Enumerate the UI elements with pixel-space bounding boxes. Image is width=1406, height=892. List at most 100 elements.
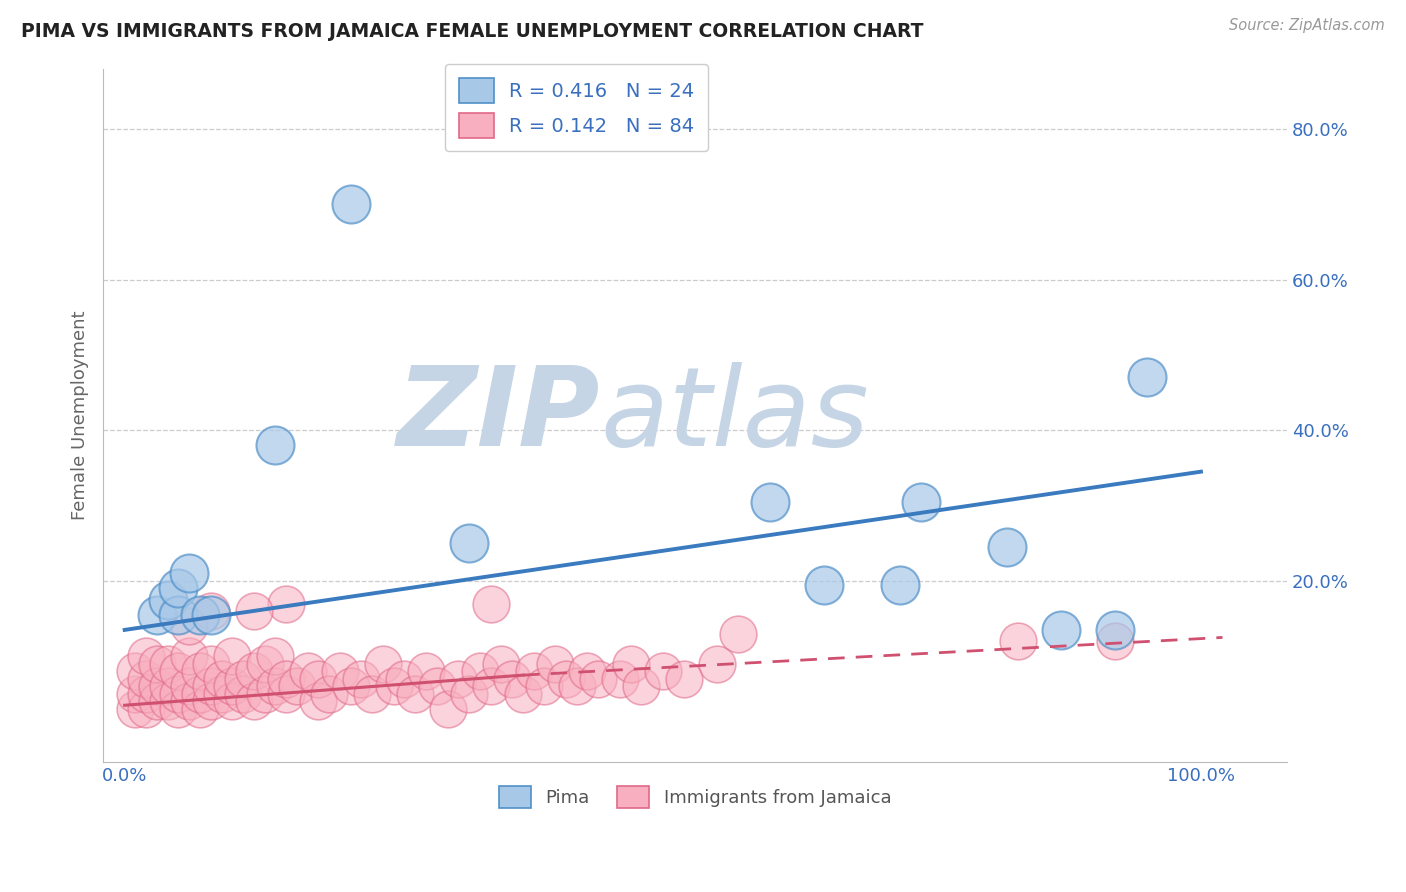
Point: [415, 665, 437, 679]
Point: [253, 687, 276, 701]
Point: [179, 649, 201, 664]
Point: [124, 665, 146, 679]
Point: [285, 680, 308, 694]
Point: [555, 672, 578, 686]
Point: [156, 592, 179, 607]
Point: [339, 680, 361, 694]
Point: [221, 680, 243, 694]
Point: [619, 657, 641, 671]
Point: [211, 687, 233, 701]
Point: [179, 566, 201, 581]
Point: [297, 665, 319, 679]
Point: [253, 657, 276, 671]
Point: [200, 680, 222, 694]
Point: [479, 597, 502, 611]
Text: atlas: atlas: [600, 361, 869, 468]
Point: [232, 687, 254, 701]
Point: [156, 680, 179, 694]
Point: [576, 665, 599, 679]
Point: [1050, 623, 1073, 637]
Point: [436, 702, 458, 716]
Point: [468, 665, 491, 679]
Point: [382, 680, 405, 694]
Point: [167, 665, 190, 679]
Point: [274, 672, 297, 686]
Point: [200, 657, 222, 671]
Point: [586, 672, 609, 686]
Point: [512, 687, 534, 701]
Point: [1104, 634, 1126, 648]
Point: [565, 680, 588, 694]
Point: [156, 657, 179, 671]
Point: [630, 680, 652, 694]
Point: [350, 672, 373, 686]
Point: [447, 672, 470, 686]
Point: [200, 607, 222, 622]
Point: [243, 604, 266, 618]
Point: [135, 687, 157, 701]
Point: [135, 649, 157, 664]
Point: [221, 649, 243, 664]
Point: [274, 597, 297, 611]
Point: [1136, 370, 1159, 384]
Point: [307, 672, 329, 686]
Point: [146, 680, 169, 694]
Legend: Pima, Immigrants from Jamaica: Pima, Immigrants from Jamaica: [492, 779, 898, 815]
Point: [523, 665, 546, 679]
Point: [221, 694, 243, 708]
Point: [426, 680, 449, 694]
Point: [200, 604, 222, 618]
Point: [135, 672, 157, 686]
Point: [339, 197, 361, 211]
Point: [243, 665, 266, 679]
Point: [404, 687, 426, 701]
Point: [394, 672, 416, 686]
Point: [727, 626, 749, 640]
Point: [307, 694, 329, 708]
Point: [146, 657, 169, 671]
Point: [264, 680, 287, 694]
Point: [167, 702, 190, 716]
Point: [211, 672, 233, 686]
Point: [1104, 623, 1126, 637]
Point: [167, 687, 190, 701]
Point: [458, 687, 481, 701]
Point: [188, 702, 211, 716]
Point: [146, 694, 169, 708]
Point: [759, 495, 782, 509]
Point: [135, 702, 157, 716]
Point: [329, 665, 352, 679]
Point: [167, 607, 190, 622]
Point: [179, 680, 201, 694]
Y-axis label: Female Unemployment: Female Unemployment: [72, 310, 89, 520]
Point: [200, 694, 222, 708]
Point: [501, 672, 523, 686]
Point: [533, 680, 555, 694]
Point: [179, 619, 201, 633]
Point: [156, 694, 179, 708]
Text: ZIP: ZIP: [396, 361, 600, 468]
Point: [318, 687, 340, 701]
Point: [910, 495, 932, 509]
Point: [179, 694, 201, 708]
Point: [995, 540, 1018, 554]
Point: [264, 438, 287, 452]
Point: [813, 577, 835, 591]
Point: [124, 687, 146, 701]
Point: [609, 672, 631, 686]
Point: [651, 665, 673, 679]
Point: [188, 665, 211, 679]
Point: [479, 680, 502, 694]
Point: [188, 607, 211, 622]
Text: Source: ZipAtlas.com: Source: ZipAtlas.com: [1229, 18, 1385, 33]
Point: [167, 582, 190, 596]
Point: [491, 657, 513, 671]
Point: [371, 657, 394, 671]
Point: [274, 687, 297, 701]
Point: [673, 672, 696, 686]
Point: [264, 649, 287, 664]
Point: [232, 672, 254, 686]
Point: [1007, 634, 1029, 648]
Point: [188, 687, 211, 701]
Point: [544, 657, 567, 671]
